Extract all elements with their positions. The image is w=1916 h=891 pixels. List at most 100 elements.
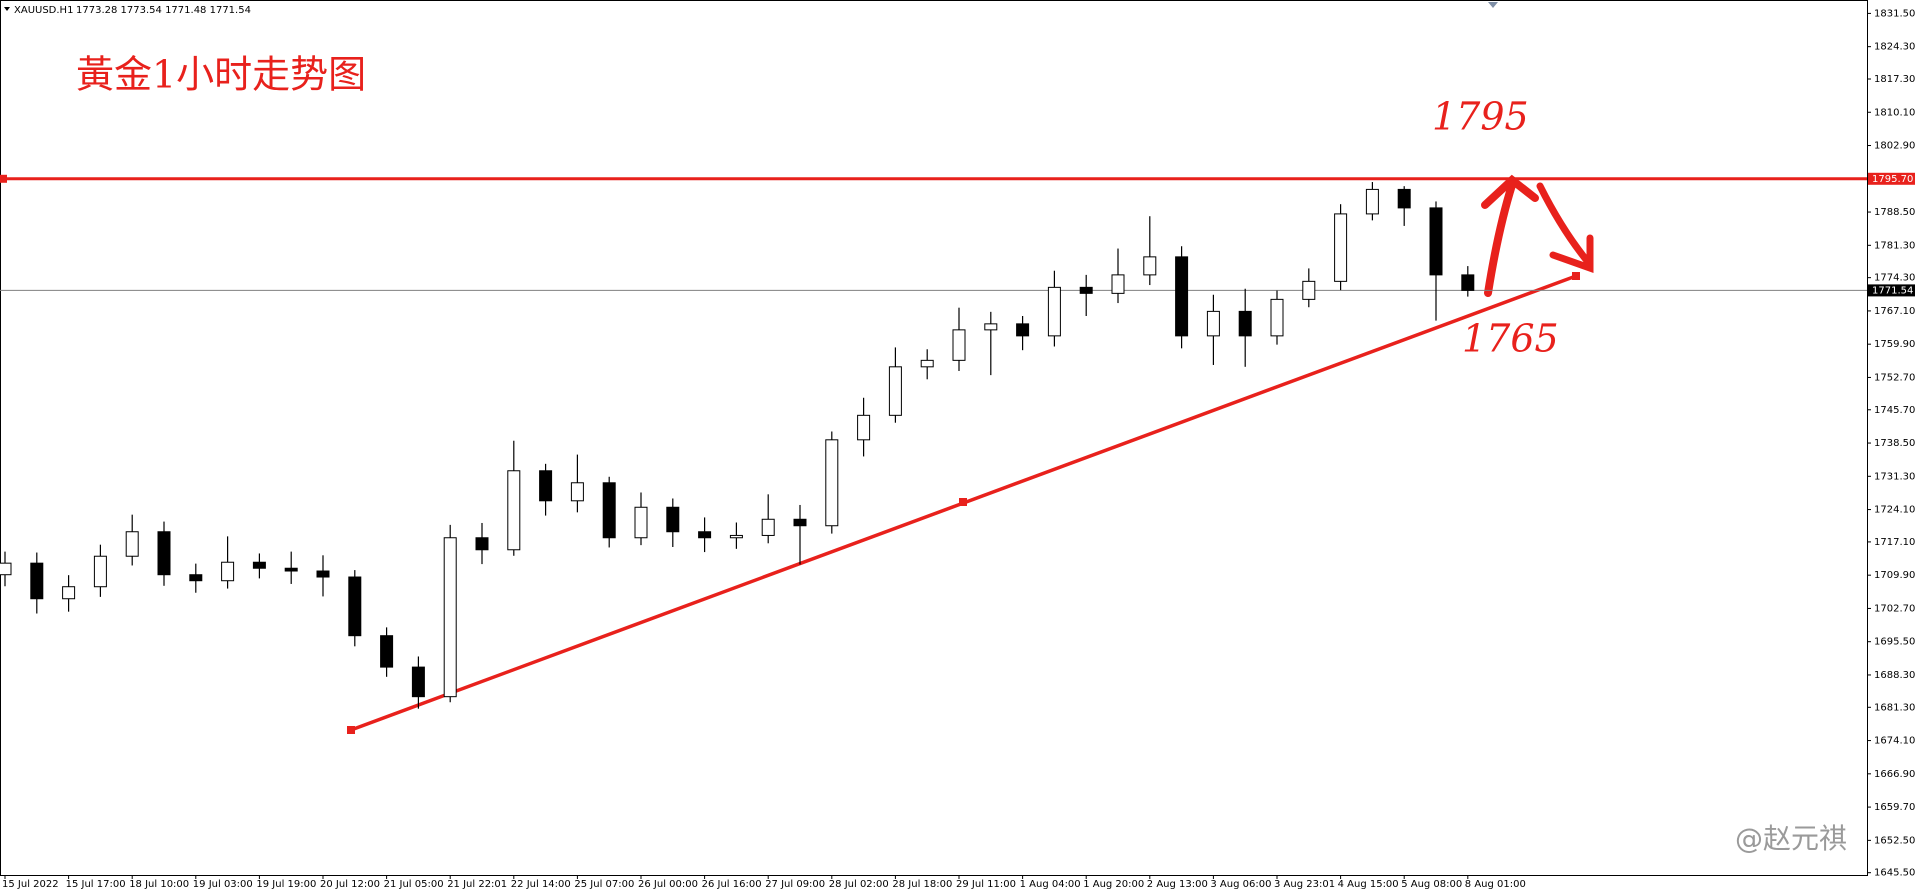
candle-body: [1238, 310, 1252, 337]
candle-body: [30, 562, 44, 600]
y-tick-label: 1681.30: [1874, 702, 1915, 713]
x-tick-label: 26 Jul 16:00: [702, 879, 762, 890]
trend-anchor: [959, 498, 967, 506]
down-arrow: [1536, 182, 1594, 273]
candle-body: [1302, 280, 1316, 300]
x-tick-label: 19 Jul 03:00: [193, 879, 253, 890]
candle-body: [1270, 298, 1284, 337]
y-tick-label: 1674.10: [1874, 736, 1915, 747]
x-tick-label: 29 Jul 11:00: [956, 879, 1016, 890]
menu-arrow: [4, 7, 10, 11]
candle-body: [602, 482, 616, 539]
quote: 1773.28 1773.54 1771.48 1771.54: [76, 5, 251, 16]
candle-body: [1016, 323, 1030, 337]
candle-body: [443, 537, 457, 698]
y-tick-label: 1774.30: [1874, 273, 1915, 284]
x-tick-label: 3 Aug 23:01: [1274, 879, 1335, 890]
candle-body: [1334, 213, 1348, 282]
candle-body: [380, 635, 394, 668]
x-tick-label: 20 Jul 12:00: [320, 879, 380, 890]
candle-body: [793, 518, 807, 527]
x-tick-label: 19 Jul 19:00: [256, 879, 316, 890]
candle-body: [93, 555, 107, 588]
x-tick-label: 25 Jul 07:00: [574, 879, 634, 890]
x-tick-label: 1 Aug 20:00: [1083, 879, 1144, 890]
y-tick-label: 1767.10: [1874, 306, 1915, 317]
candle-body: [825, 439, 839, 527]
candle-body: [0, 562, 12, 576]
candle-body: [157, 531, 171, 576]
candle-body: [507, 470, 521, 551]
x-tick-label: 4 Aug 15:00: [1338, 879, 1399, 890]
x-tick-label: 27 Jul 09:00: [765, 879, 825, 890]
x-tick-label: 22 Jul 14:00: [511, 879, 571, 890]
trend-anchor: [1572, 272, 1580, 280]
y-tick-label: 1788.50: [1874, 207, 1915, 218]
shift-marker: [1488, 2, 1498, 8]
y-tick-label: 1752.70: [1874, 372, 1915, 383]
y-tick-label: 1731.30: [1874, 471, 1915, 482]
candle-body: [125, 531, 139, 557]
annotation: 1765: [1462, 317, 1559, 361]
y-tick-label: 1652.50: [1874, 835, 1915, 846]
up-arrow: [1481, 174, 1539, 297]
candle-body: [1143, 256, 1157, 276]
x-tick-label: 21 Jul 05:00: [384, 879, 444, 890]
y-tick-label: 1724.10: [1874, 505, 1915, 516]
y-tick-label: 1745.70: [1874, 405, 1915, 416]
y-tick-label: 1802.90: [1874, 141, 1915, 152]
x-tick-label: 18 Jul 10:00: [129, 879, 189, 890]
candle-body: [888, 366, 902, 416]
candle-body: [1429, 207, 1443, 276]
hline-label: 1795.70: [1872, 174, 1913, 185]
candle-body: [252, 561, 266, 569]
candle-body: [1397, 188, 1411, 209]
candle-body: [189, 574, 203, 582]
candle-body: [539, 470, 553, 502]
candle-body: [920, 359, 934, 368]
x-tick-label: 8 Aug 01:00: [1465, 879, 1526, 890]
candle-body: [348, 576, 362, 637]
candle-body: [475, 537, 489, 551]
trend-anchor: [347, 726, 355, 734]
candle-body: [666, 506, 680, 533]
candle-body: [857, 414, 871, 441]
annotation: 1795: [1432, 95, 1529, 139]
last-label: 1771.54: [1872, 285, 1913, 296]
candle-body: [1206, 310, 1220, 337]
candle-body: [221, 561, 235, 582]
y-tick-label: 1659.70: [1874, 802, 1915, 813]
y-tick-label: 1695.50: [1874, 637, 1915, 648]
x-tick-label: 26 Jul 00:00: [638, 879, 698, 890]
y-tick-label: 1817.30: [1874, 74, 1915, 85]
y-tick-label: 1702.70: [1874, 603, 1915, 614]
x-tick-label: 28 Jul 02:00: [829, 879, 889, 890]
candle-body: [1111, 274, 1125, 294]
hline-label-box: [1868, 172, 1915, 185]
candle-body: [729, 534, 743, 539]
candle-body: [411, 666, 425, 698]
candle-body: [62, 586, 76, 600]
x-tick-label: 15 Jul 2022: [2, 879, 59, 890]
candle-body: [952, 329, 966, 361]
y-tick-label: 1759.90: [1874, 339, 1915, 350]
y-tick-label: 1781.30: [1874, 240, 1915, 251]
y-tick-label: 1810.10: [1874, 107, 1915, 118]
x-tick-label: 28 Jul 18:00: [892, 879, 952, 890]
annotation-title: 黃金1小时走势图: [76, 53, 366, 97]
x-tick-label: 21 Jul 22:01: [447, 879, 507, 890]
x-tick-label: 3 Aug 06:00: [1210, 879, 1271, 890]
symbol: XAUUSD.H1: [14, 5, 73, 16]
x-tick-label: 15 Jul 17:00: [66, 879, 126, 890]
candle-body: [1047, 286, 1061, 337]
y-tick-label: 1717.10: [1874, 537, 1915, 548]
y-tick-label: 1688.30: [1874, 670, 1915, 681]
y-tick-label: 1738.50: [1874, 438, 1915, 449]
candle-body: [1461, 274, 1475, 291]
y-tick-label: 1831.50: [1874, 8, 1915, 19]
x-tick-label: 1 Aug 04:00: [1020, 879, 1081, 890]
candle-body: [284, 567, 298, 572]
candle-body: [316, 570, 330, 578]
